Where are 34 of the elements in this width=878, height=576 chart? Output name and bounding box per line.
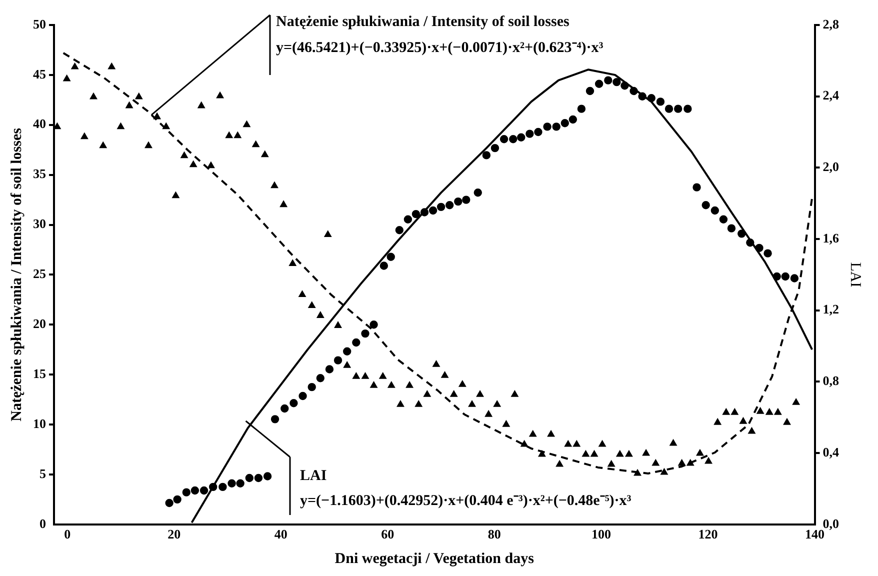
y-tick-label: 25 <box>33 266 46 282</box>
x-tick-label: 100 <box>591 526 611 542</box>
y2-tick-label: 2,0 <box>822 159 839 174</box>
y-axis-title: Natężenie spłukiwania / Intensity of soil losses <box>8 128 25 422</box>
y-tick-label: 40 <box>33 116 46 132</box>
y2-tick-label: 2,8 <box>822 16 840 32</box>
x-tick-label: 60 <box>381 526 394 542</box>
y-tick-label: 10 <box>33 416 46 431</box>
y-tick-label: 20 <box>33 316 46 331</box>
y2-tick-label: 1,6 <box>822 230 840 246</box>
y-tick-label: 5 <box>40 466 46 481</box>
y-tick-label: 35 <box>33 166 46 182</box>
y-tick-label: 0 <box>40 516 46 531</box>
annotation: Natężenie spłukiwania / Intensity of soil losses <box>276 14 570 30</box>
y2-tick-label: 0,0 <box>822 516 839 531</box>
y2-tick-label: 2,4 <box>822 88 840 103</box>
annotation: y=(46.5421)+(−0.33925)·x+(−0.0071)·x²+(0.623⁻⁴)·x³ <box>276 40 604 56</box>
y-tick-label: 30 <box>33 216 46 232</box>
y2-tick-label: 0,4 <box>822 444 840 460</box>
x-axis-title: Dni wegetacji / Vegetation days <box>334 550 534 567</box>
y2-tick-label: 0,8 <box>822 373 840 388</box>
x-tick-label: 80 <box>488 526 501 542</box>
x-tick-label: 120 <box>698 526 718 542</box>
y-tick-label: 45 <box>33 66 46 82</box>
y-tick-label: 50 <box>33 16 46 32</box>
x-tick-label: 20 <box>168 526 181 542</box>
x-tick-label: 140 <box>805 526 824 542</box>
y2-tick-label: 1,2 <box>822 302 839 317</box>
annotation: LAI <box>300 468 327 484</box>
x-tick-label: 40 <box>274 526 288 542</box>
x-tick-label: 0 <box>64 526 71 542</box>
y-tick-label: 15 <box>33 366 46 381</box>
annotation: y=(−1.1603)+(0.42952)·x+(0.404 e⁻³)·x²+(−0.48e⁻⁵)·x³ <box>300 492 632 509</box>
y2-axis-title: LAI <box>847 262 864 288</box>
